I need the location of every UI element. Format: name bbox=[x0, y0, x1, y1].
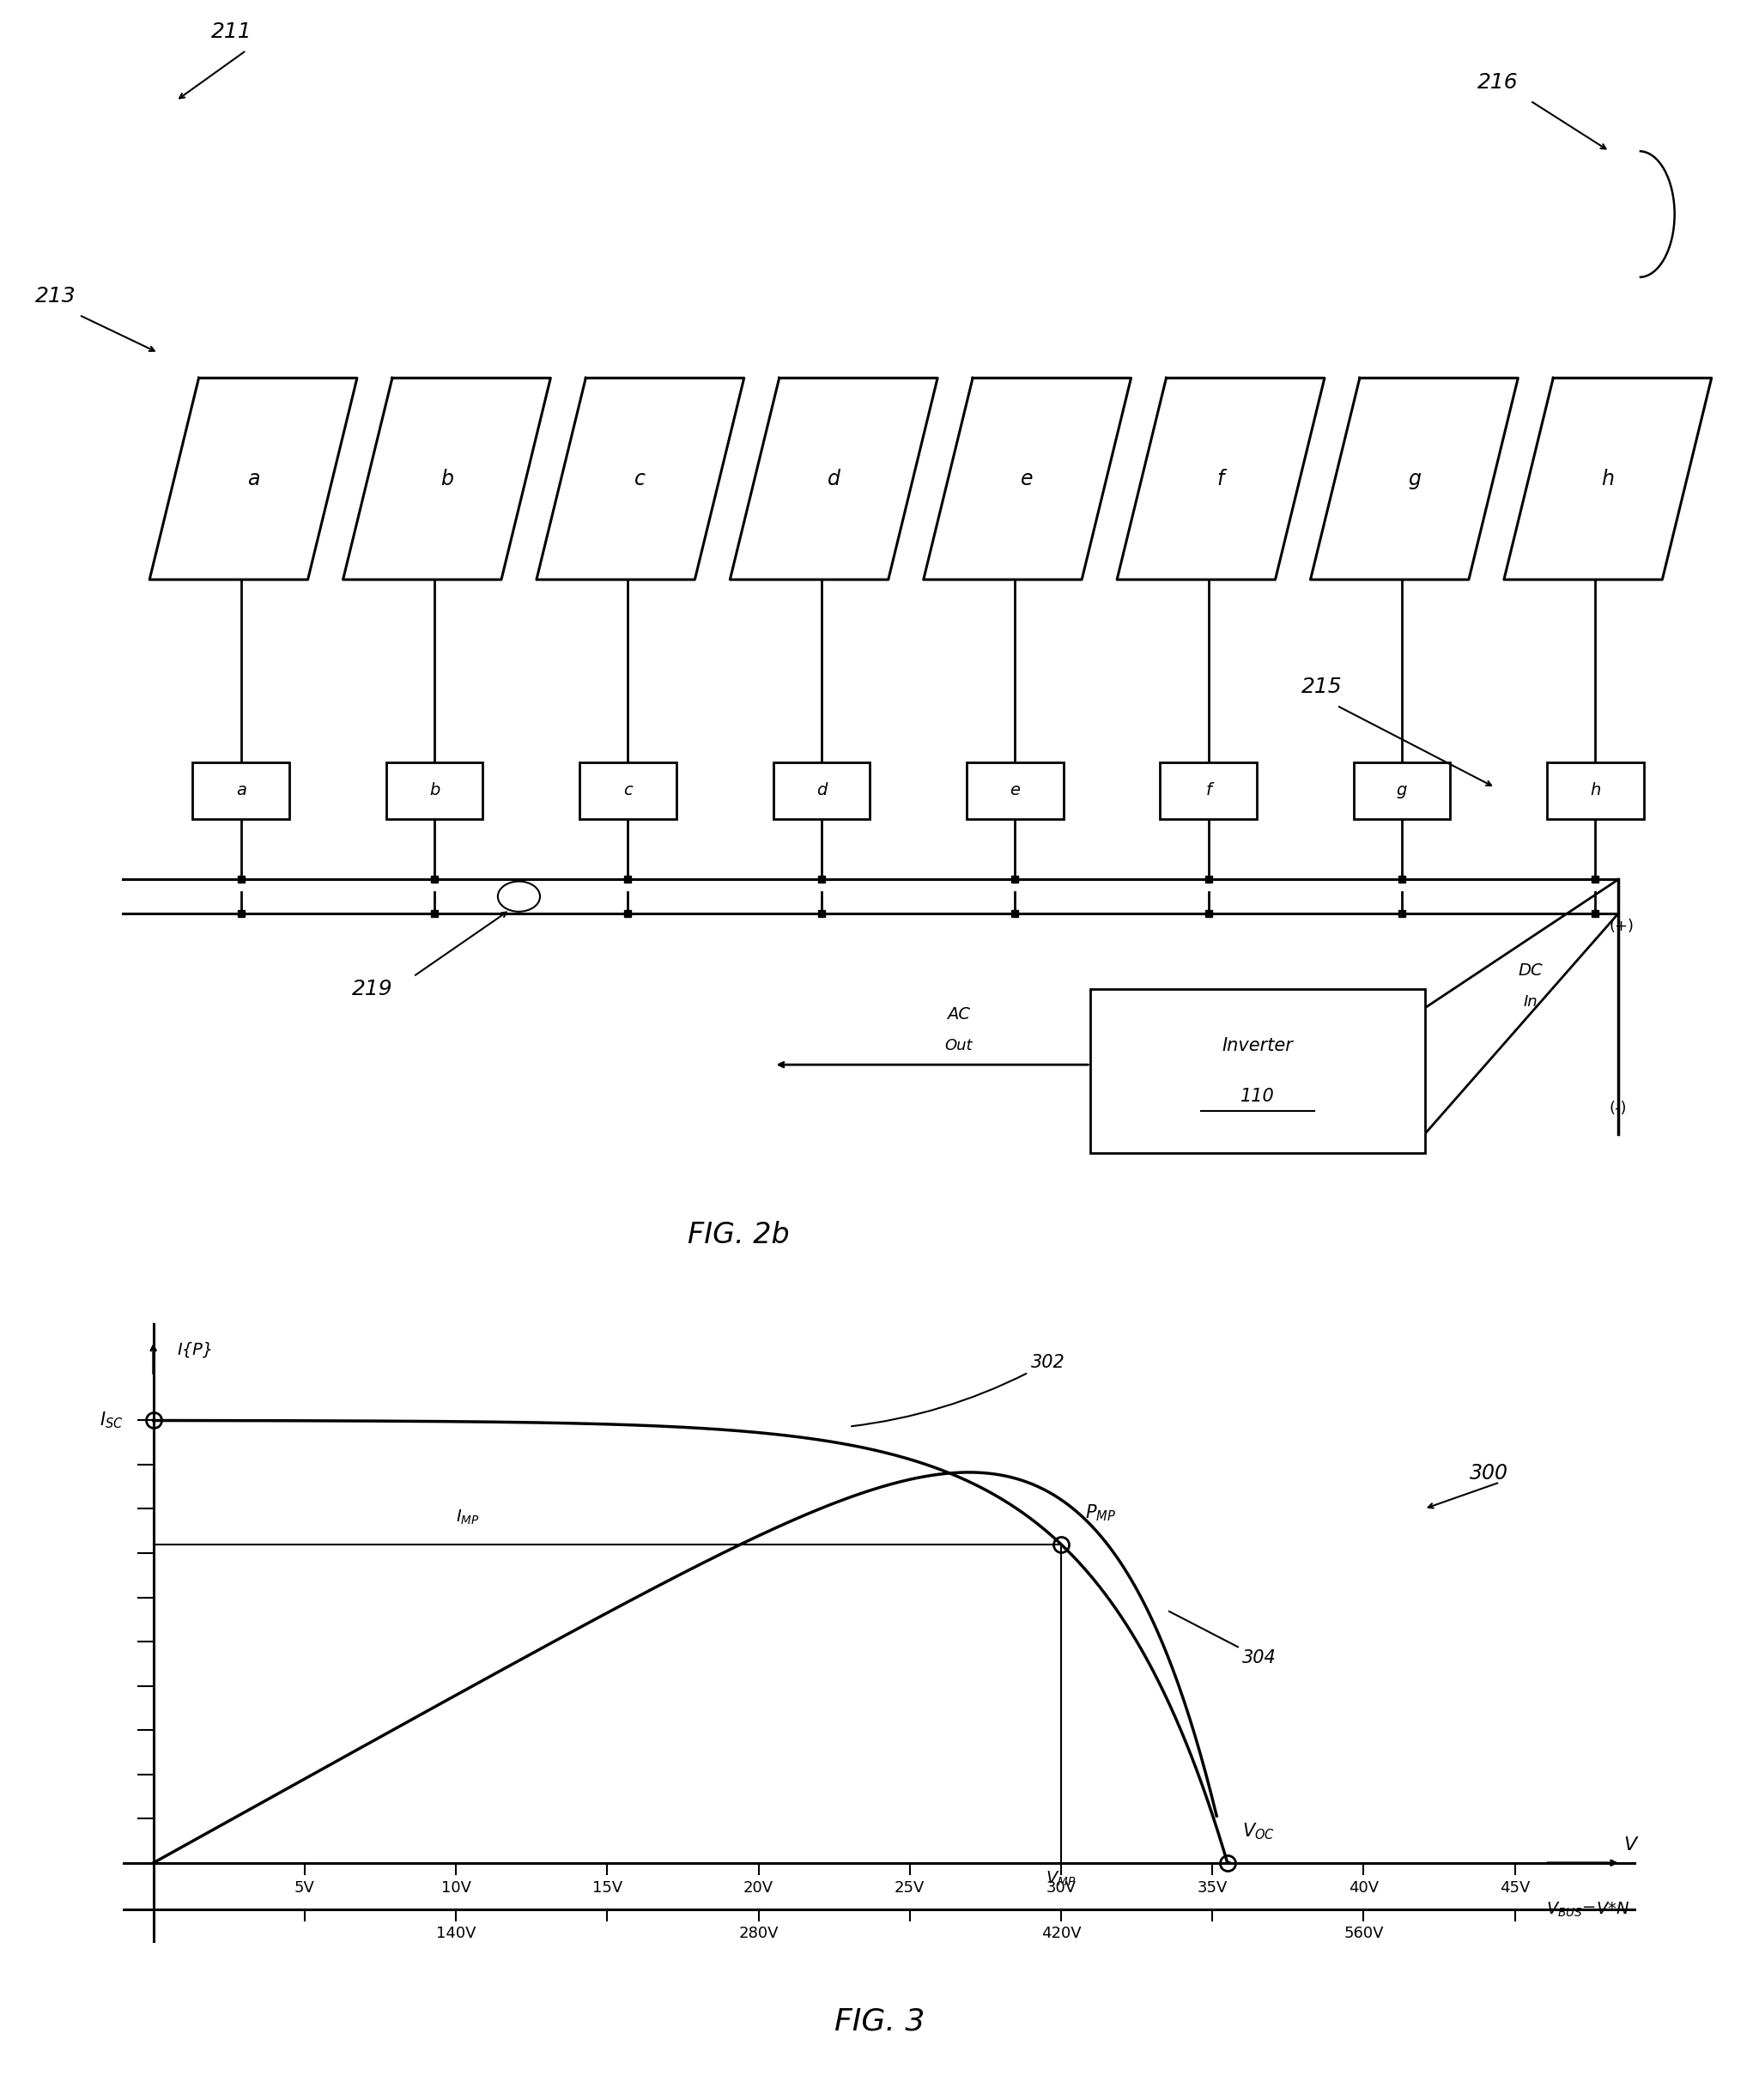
Text: 5V: 5V bbox=[294, 1882, 315, 1896]
Text: b: b bbox=[429, 783, 440, 798]
Polygon shape bbox=[343, 378, 551, 580]
Polygon shape bbox=[150, 378, 357, 580]
Text: I{P}: I{P} bbox=[178, 1342, 215, 1359]
Polygon shape bbox=[1504, 378, 1712, 580]
Text: 15V: 15V bbox=[593, 1882, 623, 1896]
Polygon shape bbox=[730, 378, 938, 580]
Text: In: In bbox=[1523, 993, 1537, 1010]
Text: 213: 213 bbox=[35, 286, 76, 307]
Text: 40V: 40V bbox=[1349, 1882, 1379, 1896]
Polygon shape bbox=[1310, 378, 1518, 580]
Text: e: e bbox=[1020, 468, 1034, 489]
Text: $I_{MP}$: $I_{MP}$ bbox=[456, 1508, 480, 1527]
Text: 215: 215 bbox=[1302, 676, 1342, 697]
Text: DC: DC bbox=[1518, 962, 1543, 979]
Text: g: g bbox=[1407, 468, 1421, 489]
Text: 420V: 420V bbox=[1041, 1926, 1082, 1943]
Text: $I_{SC}$: $I_{SC}$ bbox=[100, 1411, 123, 1430]
Text: 110: 110 bbox=[1240, 1088, 1275, 1105]
Bar bbox=[387, 762, 482, 819]
Bar bbox=[1354, 762, 1451, 819]
Text: h: h bbox=[1590, 783, 1601, 798]
Polygon shape bbox=[1117, 378, 1325, 580]
Text: $P_{MP}$: $P_{MP}$ bbox=[1085, 1504, 1117, 1523]
Text: a: a bbox=[246, 468, 260, 489]
Text: c: c bbox=[623, 783, 633, 798]
Text: b: b bbox=[440, 468, 454, 489]
Text: (+): (+) bbox=[1609, 918, 1634, 935]
Text: 10V: 10V bbox=[442, 1882, 471, 1896]
Text: $V_{OC}$: $V_{OC}$ bbox=[1242, 1821, 1275, 1842]
Polygon shape bbox=[923, 378, 1131, 580]
Bar bbox=[774, 762, 871, 819]
Bar bbox=[967, 762, 1062, 819]
Text: FIG. 3: FIG. 3 bbox=[834, 2008, 925, 2035]
Text: $V_{MP}$: $V_{MP}$ bbox=[1047, 1869, 1077, 1888]
Text: e: e bbox=[1010, 783, 1020, 798]
Text: Out: Out bbox=[945, 1037, 973, 1054]
Text: Inverter: Inverter bbox=[1223, 1037, 1293, 1054]
Text: 216: 216 bbox=[1478, 71, 1518, 92]
Text: f: f bbox=[1205, 783, 1212, 798]
Bar bbox=[1091, 989, 1425, 1153]
Text: 211: 211 bbox=[211, 21, 252, 42]
Text: 140V: 140V bbox=[436, 1926, 477, 1943]
Text: (-): (-) bbox=[1609, 1100, 1627, 1117]
Text: 20V: 20V bbox=[744, 1882, 774, 1896]
Text: 280V: 280V bbox=[739, 1926, 779, 1943]
Text: 25V: 25V bbox=[895, 1882, 925, 1896]
Text: c: c bbox=[635, 468, 646, 489]
Text: $V_{BUS}$=V*N: $V_{BUS}$=V*N bbox=[1546, 1901, 1631, 1919]
Text: 560V: 560V bbox=[1344, 1926, 1384, 1943]
Text: 300: 300 bbox=[1469, 1464, 1507, 1485]
Text: AC: AC bbox=[946, 1006, 971, 1023]
Text: 219: 219 bbox=[352, 979, 392, 1000]
Text: d: d bbox=[816, 783, 827, 798]
Text: d: d bbox=[827, 468, 841, 489]
Text: 35V: 35V bbox=[1198, 1882, 1228, 1896]
Text: a: a bbox=[236, 783, 246, 798]
Text: g: g bbox=[1397, 783, 1407, 798]
Polygon shape bbox=[536, 378, 744, 580]
Bar bbox=[193, 762, 288, 819]
Text: 304: 304 bbox=[1170, 1611, 1277, 1667]
Text: FIG. 2b: FIG. 2b bbox=[688, 1220, 790, 1250]
Text: f: f bbox=[1217, 468, 1224, 489]
Text: 302: 302 bbox=[851, 1355, 1064, 1426]
Bar bbox=[1548, 762, 1645, 819]
Text: h: h bbox=[1601, 468, 1615, 489]
Bar bbox=[1161, 762, 1256, 819]
Text: V: V bbox=[1624, 1838, 1636, 1854]
Text: 45V: 45V bbox=[1500, 1882, 1530, 1896]
Bar bbox=[580, 762, 677, 819]
Text: 30V: 30V bbox=[1047, 1882, 1077, 1896]
